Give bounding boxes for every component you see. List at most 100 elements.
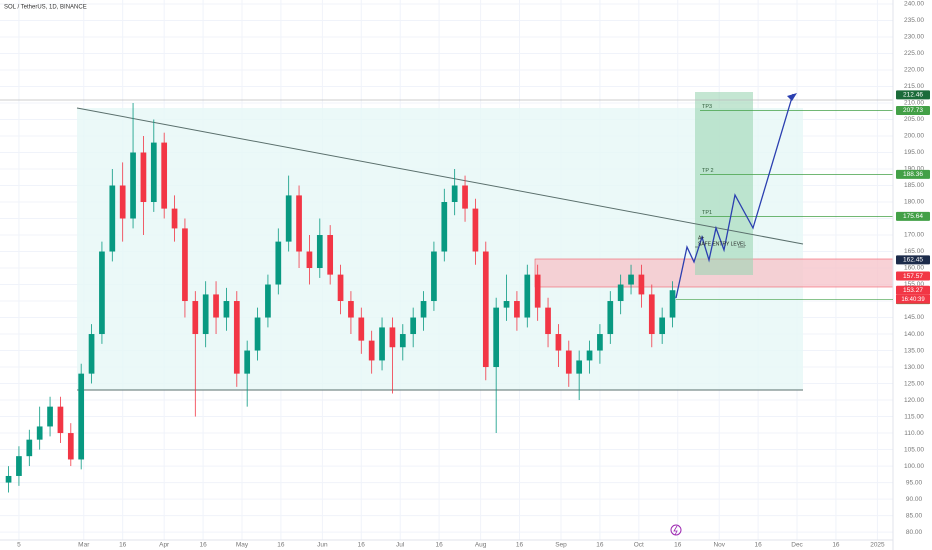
y-tick-label: 235.00 xyxy=(904,17,924,24)
y-tick-label: 215.00 xyxy=(904,83,924,90)
price-tag xyxy=(896,255,930,265)
y-tick-label: 110.00 xyxy=(904,430,924,437)
candle-body xyxy=(368,340,375,361)
candle-body xyxy=(399,334,406,348)
x-tick-label: 16 xyxy=(832,542,840,549)
candle-body xyxy=(130,152,136,219)
candle-body xyxy=(285,195,292,242)
triangle-zone xyxy=(77,108,803,390)
x-tick-label: Dec xyxy=(791,542,803,549)
price-tag xyxy=(896,105,930,115)
price-tag-label: 157.57 xyxy=(903,273,923,280)
y-tick-label: 240.00 xyxy=(904,1,924,8)
candle-body xyxy=(524,274,531,318)
event-icon[interactable] xyxy=(670,524,682,536)
candle-body xyxy=(358,317,365,341)
x-tick-label: 16 xyxy=(674,542,682,549)
y-tick-label: 115.00 xyxy=(904,413,924,420)
price-tags: TP3 TP 2 TP1 xyxy=(700,104,893,217)
y-tick-label: 135.00 xyxy=(904,347,924,354)
y-tick-label: 100.00 xyxy=(904,463,924,470)
candle-body xyxy=(223,301,230,318)
candle-body xyxy=(265,284,271,318)
candle-body xyxy=(233,301,240,374)
x-tick-label: 16 xyxy=(119,542,127,549)
trendline xyxy=(76,107,804,245)
x-tick-label: Jun xyxy=(317,542,328,549)
candle-body xyxy=(78,373,85,460)
candle-body xyxy=(348,301,354,318)
candle-body xyxy=(565,350,572,374)
candle-body xyxy=(389,327,396,348)
y-tick-label: 170.00 xyxy=(904,232,924,239)
candle-body xyxy=(576,360,583,374)
candle-body xyxy=(503,301,510,308)
x-tick-label: Jul xyxy=(396,542,405,549)
annotation: A+ xyxy=(698,235,704,241)
candle-body xyxy=(607,301,614,335)
candle-body xyxy=(119,185,126,219)
candle-body xyxy=(182,228,188,302)
y-tick-label: 80.00 xyxy=(906,529,923,536)
candle-body xyxy=(171,208,178,229)
x-tick-label: 16 xyxy=(755,542,763,549)
candle-body xyxy=(16,456,22,476)
y-tick-label: 195.00 xyxy=(904,149,924,156)
candle-body xyxy=(140,152,147,203)
x-tick-label: 16 xyxy=(199,542,207,549)
price-tag xyxy=(896,285,930,295)
y-tick-label: 145.00 xyxy=(904,314,924,321)
y-tick-label: 190.00 xyxy=(904,166,924,173)
y-tick-label: 160.00 xyxy=(904,265,924,272)
candle-body xyxy=(161,142,168,209)
candle-body xyxy=(410,317,417,335)
candle-body xyxy=(57,406,64,434)
candle-body xyxy=(669,290,676,318)
candle-body xyxy=(534,274,541,308)
x-tick-label: May xyxy=(236,542,249,549)
y-tick-label: 85.00 xyxy=(906,512,923,519)
candle-body xyxy=(36,426,43,440)
x-tick-label: 16 xyxy=(277,542,285,549)
price-tag-label: 162.45 xyxy=(903,257,923,264)
x-tick-label: 2025 xyxy=(870,542,885,549)
price-tag xyxy=(896,90,930,100)
candle-body xyxy=(659,317,666,335)
candle-body xyxy=(99,251,105,335)
x-tick-label: 16 xyxy=(435,542,443,549)
price-tag xyxy=(896,271,930,281)
candle-body xyxy=(555,334,562,351)
y-tick-label: 180.00 xyxy=(904,199,924,206)
candle-body xyxy=(327,235,334,275)
y-tick-label: 165.00 xyxy=(904,248,924,255)
event-icon-bolt xyxy=(673,525,678,536)
candle-body xyxy=(5,475,12,483)
candle-body xyxy=(462,185,468,209)
candle-body xyxy=(482,251,489,368)
candle-body xyxy=(586,350,593,361)
x-tick-label: Oct xyxy=(634,542,644,549)
candle-body xyxy=(67,433,74,460)
x-tick-label: Sep xyxy=(555,542,567,549)
price-tag-label: 175.64 xyxy=(903,213,923,220)
projection-arrow xyxy=(787,93,797,101)
candles xyxy=(5,102,676,493)
candle-body xyxy=(296,195,302,252)
candle-body xyxy=(638,274,645,295)
candle-body xyxy=(472,208,479,252)
y-tick-label: 90.00 xyxy=(906,496,923,503)
candle-body xyxy=(192,301,199,335)
annotation: SAFE ENTRY LEVEL xyxy=(698,241,746,247)
x-tick-label: 16 xyxy=(358,542,366,549)
chart-title: SOL / TetherUS, 1D, BINANCE xyxy=(4,5,87,11)
y-tick-label: 105.00 xyxy=(904,446,924,453)
target-label: TP 2 xyxy=(702,168,714,174)
countdown-label: 16:40:39 xyxy=(901,297,925,303)
y-tick-label: 205.00 xyxy=(904,116,924,123)
y-tick-label: 130.00 xyxy=(904,364,924,371)
candle-body xyxy=(275,241,282,285)
candle-body xyxy=(628,274,634,285)
y-tick-label: 185.00 xyxy=(904,182,924,189)
candle-body xyxy=(26,439,33,457)
